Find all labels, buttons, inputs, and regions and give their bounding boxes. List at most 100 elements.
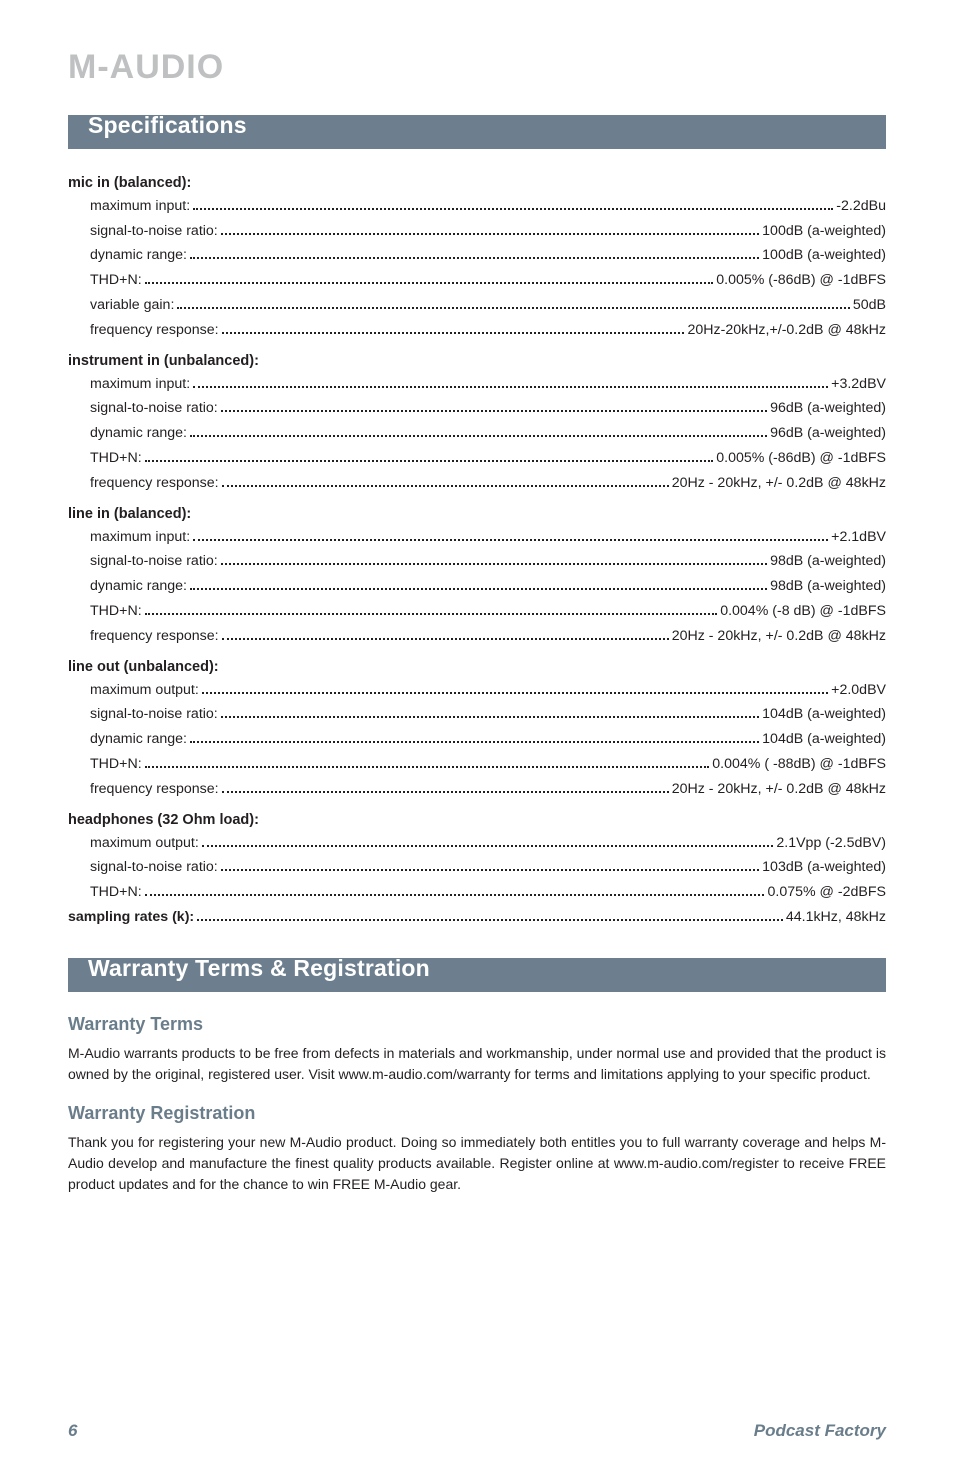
warranty-terms-heading: Warranty Terms [68,1014,886,1035]
spec-value: 20Hz - 20kHz, +/- 0.2dB @ 48kHz [672,476,886,490]
dot-leader [222,485,669,487]
spec-row: THD+N: 0.005% (-86dB) @ -1dBFS [68,451,886,465]
spec-value: +2.0dBV [831,683,886,697]
sampling-rates-label: sampling rates (k): [68,910,194,924]
group-line-in-rows: maximum input:+2.1dBVsignal-to-noise rat… [68,530,886,643]
spec-row: frequency response: 20Hz - 20kHz, +/- 0.2… [68,476,886,490]
brand-logo: M-AUDIO [68,48,886,87]
spec-label: signal-to-noise ratio: [90,707,218,721]
group-instrument-in-rows: maximum input: +3.2dBV signal-to-noise rat… [68,377,886,490]
dot-leader [190,588,767,590]
warranty-bar: Warranty Terms & Registration [68,958,886,992]
spec-row: maximum input: -2.2dBu [68,199,886,213]
group-line-in-title: line in (balanced): [68,502,886,522]
warranty-registration-body: Thank you for registering your new M-Aud… [68,1132,886,1195]
dot-leader [221,233,759,235]
warranty-terms-body: M-Audio warrants products to be free fro… [68,1043,886,1085]
spec-label: maximum input: [90,377,190,391]
spec-value: +2.1dBV [831,530,886,544]
spec-value: -2.2dBu [836,199,886,213]
dot-leader [145,613,718,615]
spec-value: 20Hz - 20kHz, +/- 0.2dB @ 48kHz [672,629,886,643]
spec-label: THD+N: [90,451,142,465]
spec-row: signal-to-noise ratio: 104dB (a-weighted) [68,707,886,721]
specifications-title: Specifications [88,112,247,139]
spec-label: frequency response: [90,782,219,796]
spec-value: +3.2dBV [831,377,886,391]
spec-label: THD+N: [90,273,142,287]
spec-label: dynamic range: [90,248,187,262]
spec-row: dynamic range:104dB (a-weighted) [68,732,886,746]
dot-leader [145,460,714,462]
spec-row: THD+N:0.075% @ -2dBFS [68,885,886,899]
specifications-bar: Specifications [68,115,886,149]
spec-value: 98dB (a-weighted) [770,554,886,568]
spec-label: signal-to-noise ratio: [90,860,218,874]
spec-label: maximum output: [90,683,199,697]
spec-value: 0.004% ( -88dB) @ -1dBFS [712,757,886,771]
spec-value: 98dB (a-weighted) [770,579,886,593]
spec-label: dynamic range: [90,732,187,746]
spec-label: dynamic range: [90,426,187,440]
dot-leader [202,692,828,694]
spec-value: 0.004% (-8 dB) @ -1dBFS [720,604,886,618]
spec-row: THD+N: 0.004% (-8 dB) @ -1dBFS [68,604,886,618]
spec-value: 100dB (a-weighted) [762,248,886,262]
spec-row: frequency response: 20Hz - 20kHz, +/- 0.2… [68,782,886,796]
dot-leader [222,332,685,334]
dot-leader [221,410,767,412]
sampling-rates-row: sampling rates (k): 44.1kHz, 48kHz [68,910,886,924]
dot-leader [190,257,759,259]
spec-value: 20Hz - 20kHz, +/- 0.2dB @ 48kHz [672,782,886,796]
spec-value: 0.005% (-86dB) @ -1dBFS [716,273,886,287]
spec-value: 104dB (a-weighted) [762,707,886,721]
dot-leader [221,563,767,565]
spec-label: signal-to-noise ratio: [90,224,218,238]
dot-leader [222,791,669,793]
warranty-title: Warranty Terms & Registration [88,955,430,982]
spec-label: maximum output: [90,836,199,850]
spec-row: frequency response:20Hz-20kHz,+/-0.2dB @… [68,323,886,337]
spec-label: dynamic range: [90,579,187,593]
spec-row: dynamic range: 96dB (a-weighted) [68,426,886,440]
product-name: Podcast Factory [754,1421,886,1441]
dot-leader [193,386,828,388]
spec-row: frequency response: 20Hz - 20kHz, +/- 0.2… [68,629,886,643]
group-mic-in-rows: maximum input: -2.2dBu signal-to-noise rat… [68,199,886,337]
group-headphones-title: headphones (32 Ohm load): [68,808,886,828]
spec-label: maximum input: [90,199,190,213]
dot-leader [221,869,759,871]
spec-value: 50dB [853,298,886,312]
spec-row: dynamic range: 100dB (a-weighted) [68,248,886,262]
dot-leader [177,307,849,309]
spec-label: signal-to-noise ratio: [90,401,218,415]
spec-value: 96dB (a-weighted) [770,401,886,415]
group-instrument-in-title: instrument in (unbalanced): [68,349,886,369]
spec-value: 2.1Vpp (-2.5dBV) [776,836,886,850]
spec-row: maximum output: 2.1Vpp (-2.5dBV) [68,836,886,850]
dot-leader [145,766,710,768]
sampling-rates-value: 44.1kHz, 48kHz [786,910,886,924]
spec-label: THD+N: [90,604,142,618]
spec-label: frequency response: [90,476,219,490]
spec-row: THD+N: 0.005% (-86dB) @ -1dBFS [68,273,886,287]
group-mic-in-title: mic in (balanced): [68,171,886,191]
dot-leader [193,208,833,210]
spec-row: signal-to-noise ratio: 96dB (a-weighted) [68,401,886,415]
spec-row: signal-to-noise ratio: 103dB (a-weighted) [68,860,886,874]
spec-value: 103dB (a-weighted) [762,860,886,874]
dot-leader [145,282,714,284]
dot-leader [193,539,828,541]
spec-value: 0.005% (-86dB) @ -1dBFS [716,451,886,465]
page-footer: 6 Podcast Factory [68,1421,886,1441]
spec-row: signal-to-noise ratio:100dB (a-weighted) [68,224,886,238]
spec-label: frequency response: [90,629,219,643]
spec-row: maximum input: +2.1dBV [68,530,886,544]
warranty-registration-heading: Warranty Registration [68,1103,886,1124]
spec-row: maximum output: +2.0dBV [68,683,886,697]
spec-value: 20Hz-20kHz,+/-0.2dB @ 48kHz [687,323,886,337]
spec-label: maximum input: [90,530,190,544]
spec-value: 0.075% @ -2dBFS [767,885,886,899]
spec-value: 96dB (a-weighted) [770,426,886,440]
dot-leader [197,919,783,921]
